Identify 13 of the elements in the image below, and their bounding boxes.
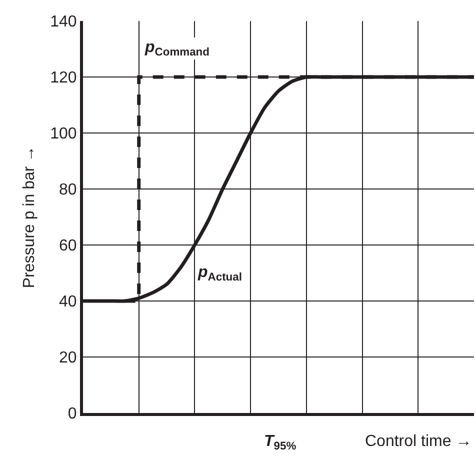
y-tick-label: 80 [59,182,77,199]
y-tick-label: 100 [50,126,77,143]
text: T$_{95%}$ [264,433,296,452]
y-tick-label: 20 [59,350,77,367]
y-tick-label: 0 [68,406,77,423]
series-label: p$_{Command}$ [144,39,210,58]
y-tick-label: 60 [59,238,77,255]
y-tick-label: 40 [59,294,77,311]
y-axis-title: Pressure p in bar → [20,146,38,288]
x-axis-title: Control time → [365,433,472,450]
y-tick-label: 120 [50,70,77,87]
series-label: p$_{Actual}$ [197,264,242,284]
y-tick-label: 140 [50,14,77,31]
